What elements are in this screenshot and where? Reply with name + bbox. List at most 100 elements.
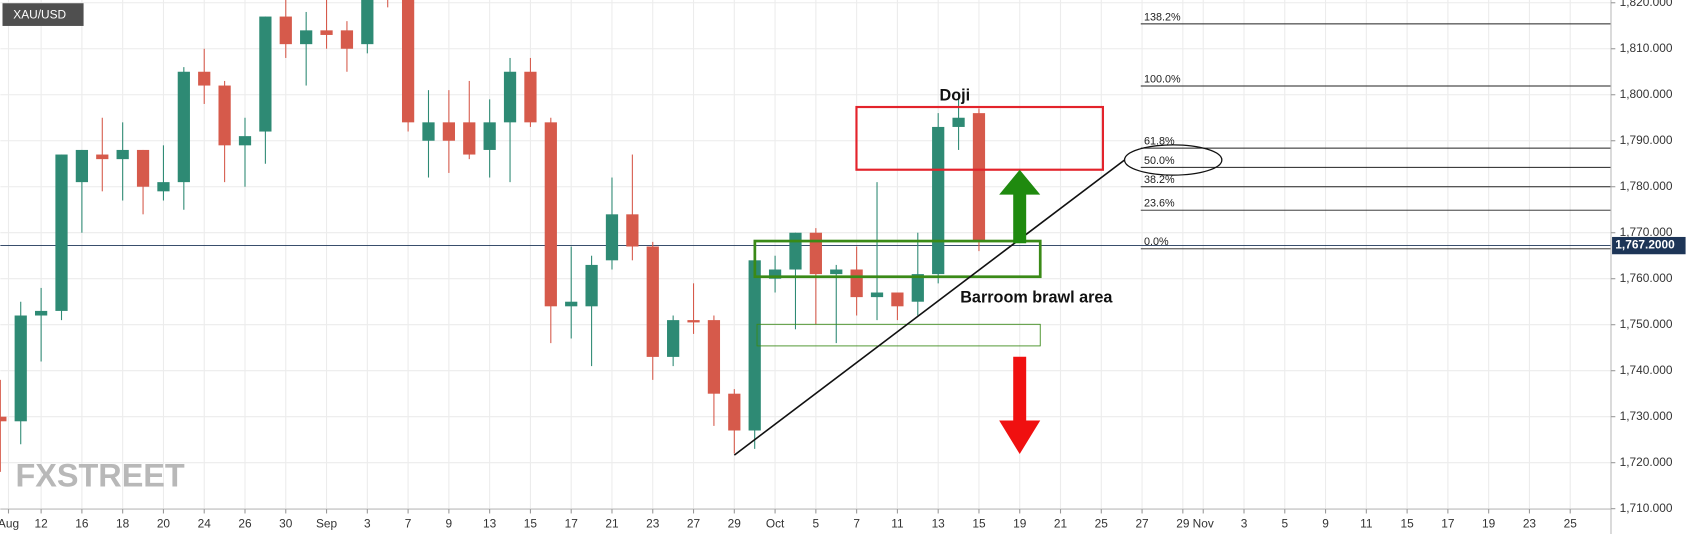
x-tick-label: 13 <box>483 516 497 530</box>
x-tick-label: 5 <box>1281 516 1288 530</box>
candle-body <box>789 232 802 270</box>
x-tick-label: 5 <box>813 516 820 530</box>
fib-label: 23.6% <box>1144 198 1175 210</box>
y-tick-label: 1,720.000 <box>1620 455 1673 469</box>
y-tick-label: 1,750.000 <box>1620 317 1673 331</box>
fib-label: 38.2% <box>1144 174 1175 186</box>
candle-body <box>687 320 700 323</box>
y-tick-label: 1,780.000 <box>1620 179 1673 193</box>
y-tick-label: 1,800.000 <box>1620 87 1673 101</box>
x-tick-label: 7 <box>853 516 860 530</box>
x-tick-label: 21 <box>1054 516 1068 530</box>
y-tick-label: 1,760.000 <box>1620 271 1673 285</box>
x-tick-label: 7 <box>405 516 412 530</box>
x-tick-label: 13 <box>932 516 946 530</box>
x-tick-label: 24 <box>198 516 212 530</box>
x-tick-label: Aug <box>0 516 19 530</box>
x-tick-label: 27 <box>687 516 700 530</box>
x-tick-label: 26 <box>238 516 252 530</box>
x-tick-label: 27 <box>1135 516 1148 530</box>
candle-body <box>218 85 231 146</box>
y-tick-label: 1,820.000 <box>1620 0 1673 9</box>
candle-body <box>259 16 272 132</box>
candle-body <box>830 269 843 275</box>
x-tick-label: Sep <box>316 516 338 530</box>
down-arrow <box>999 356 1041 455</box>
candle-body <box>646 246 659 357</box>
candle-body <box>748 260 761 431</box>
candle-body <box>463 122 476 155</box>
area-label: Barroom brawl area <box>960 289 1113 307</box>
candle-body <box>442 122 455 141</box>
candle-body <box>707 320 721 394</box>
fib-ellipse <box>1123 144 1223 176</box>
candle-body <box>401 0 415 123</box>
candle-body <box>361 0 374 45</box>
candle-body <box>667 320 680 357</box>
candle-body <box>626 214 639 247</box>
candle-body <box>585 264 598 307</box>
candle-body <box>0 416 7 422</box>
last-price-box <box>1612 236 1686 255</box>
candle-body <box>157 182 170 192</box>
candle-body <box>55 154 68 311</box>
x-tick-label: 9 <box>1322 516 1329 530</box>
candle-body <box>605 214 619 261</box>
title-box <box>2 3 84 26</box>
candle-body <box>524 71 537 123</box>
candle-body <box>75 149 89 183</box>
candle-body <box>340 30 354 49</box>
candle-body <box>320 30 333 35</box>
candle-body <box>14 315 27 422</box>
x-tick-label: 20 <box>157 516 171 530</box>
x-tick-label: 15 <box>972 516 986 530</box>
y-tick-label: 1,770.000 <box>1620 225 1673 239</box>
y-tick-label: 1,730.000 <box>1620 409 1673 423</box>
candle-body <box>300 30 313 45</box>
y-tick-label: 1,710.000 <box>1620 501 1673 515</box>
x-tick-label: 29 <box>1176 516 1190 530</box>
candle-body <box>768 269 782 279</box>
x-tick-label: 18 <box>116 516 130 530</box>
up-arrow <box>999 169 1041 244</box>
x-tick-label: 30 <box>279 516 293 530</box>
x-tick-label: 19 <box>1013 516 1027 530</box>
grid <box>0 0 1611 510</box>
candle-body <box>972 113 986 242</box>
candle-body <box>891 292 904 307</box>
candle-body <box>565 301 578 307</box>
x-tick-label: 3 <box>364 516 371 530</box>
x-tick-label: 17 <box>565 516 578 530</box>
x-tick-label: 15 <box>524 516 538 530</box>
doji-box <box>855 105 1105 171</box>
candle-body <box>422 122 435 141</box>
candle-body <box>503 71 517 123</box>
candle-body <box>952 117 965 127</box>
trend-line <box>733 159 1126 456</box>
x-tick-label: 12 <box>35 516 48 530</box>
marks: 161.8%138.2%100.0%61.8%50.0%38.2%23.6%0.… <box>0 0 1611 472</box>
x-tick-label: 15 <box>1401 516 1415 530</box>
fib-label: 0.0% <box>1144 236 1169 248</box>
candle-body <box>238 136 252 146</box>
candle-body <box>116 149 129 160</box>
candle-body <box>932 126 945 275</box>
candle-body <box>136 149 150 187</box>
candle-body <box>279 16 292 45</box>
candle-body <box>850 269 863 298</box>
x-tick-label: 11 <box>891 516 904 530</box>
candle-body <box>809 232 822 275</box>
candle-body <box>198 71 211 86</box>
candle-body <box>96 154 109 160</box>
candle-body <box>177 71 190 183</box>
y-tick-label: 1,810.000 <box>1620 41 1673 55</box>
doji-label: Doji <box>940 86 971 104</box>
x-tick-label: 9 <box>446 516 453 530</box>
x-tick-label: 23 <box>1523 516 1537 530</box>
fib-label: 100.0% <box>1144 73 1181 85</box>
watermark: FXSTREET <box>15 457 184 493</box>
x-tick-label: Nov <box>1193 516 1214 530</box>
x-tick-label: Oct <box>766 516 785 530</box>
fib-label: 50.0% <box>1144 155 1175 167</box>
